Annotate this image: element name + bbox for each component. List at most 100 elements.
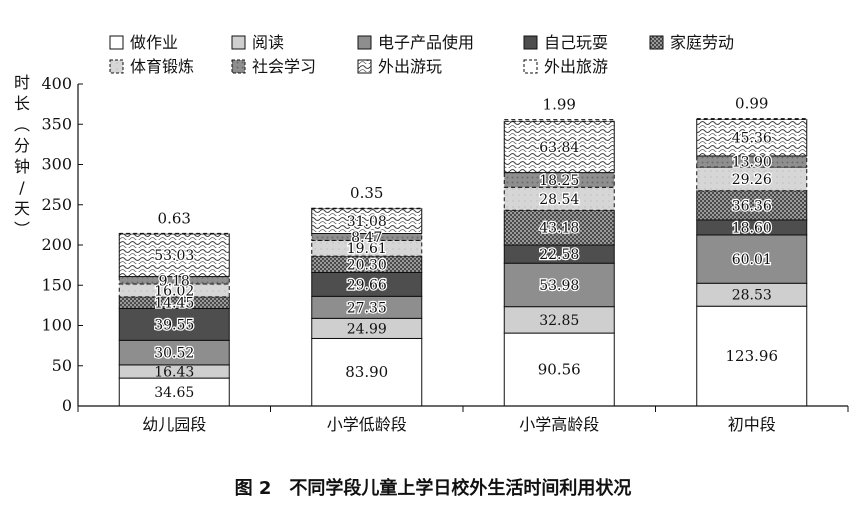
x-tick-label: 小学低龄段	[327, 415, 407, 434]
legend-swatch	[109, 35, 124, 50]
bar-value-label: 1.99	[543, 96, 576, 114]
bar-value-label: 83.90	[345, 363, 388, 381]
bar-segment	[503, 172, 615, 188]
x-axis: 幼儿园段 小学低龄段 小学高龄段 初中段	[77, 405, 849, 434]
bar-segment	[696, 118, 808, 120]
legend-swatch	[231, 35, 246, 50]
bar-value-label: 0.63	[158, 209, 191, 227]
legend-label: 家庭劳动	[670, 33, 734, 52]
y-tick-label: 350	[41, 114, 72, 133]
y-axis-label-char: 分	[14, 136, 30, 155]
figure-number: 图 2	[234, 478, 272, 499]
legend-label: 外出旅游	[544, 57, 608, 76]
bar-value-label: 13.90	[732, 155, 772, 171]
bar-segment	[118, 233, 230, 278]
bar-value-label: 63.84	[539, 140, 579, 156]
y-axis-label-char: ︵	[14, 115, 30, 134]
bar-segment	[118, 283, 230, 298]
bar-value-label: 20.30	[347, 257, 387, 273]
y-axis-label-char: /	[19, 178, 25, 197]
bar-segment	[696, 155, 808, 168]
y-axis-label-char: 时	[14, 73, 30, 92]
bar-segment	[311, 207, 423, 210]
bar-segment	[311, 233, 423, 241]
x-tick-label: 幼儿园段	[142, 415, 206, 434]
legend-label: 外出游玩	[378, 57, 442, 76]
x-tick-label: 初中段	[728, 415, 776, 434]
legend-swatch	[649, 35, 664, 50]
legend-swatch	[357, 59, 372, 74]
bar-segment	[311, 239, 423, 257]
bar-value-label: 28.54	[539, 192, 579, 208]
bar-value-label: 60.01	[732, 252, 772, 268]
y-tick-label: 100	[41, 316, 72, 335]
bar-value-label: 45.36	[732, 131, 772, 147]
bar-value-label: 39.55	[154, 317, 194, 333]
bar-value-label: 18.60	[732, 220, 772, 236]
y-tick-label: 50	[52, 356, 72, 375]
figure-caption: 图 2 不同学段儿童上学日校外生活时间利用状况	[0, 474, 866, 500]
bar-value-label: 29.26	[732, 172, 772, 188]
y-tick-label: 150	[41, 275, 72, 294]
bar-segment	[503, 186, 615, 211]
bar-value-label: 16.43	[154, 364, 194, 380]
y-axis-label: 时长 ︵ 分钟 / 天 ︶	[14, 73, 30, 239]
legend-swatch	[523, 35, 538, 50]
bar-value-label: 14.45	[154, 296, 194, 312]
y-tick-label: 400	[41, 74, 72, 93]
y-axis-label-char: 长	[14, 94, 30, 113]
legend-label: 自己玩耍	[544, 33, 608, 52]
bar-value-label: 8.47	[351, 230, 382, 246]
bar-value-label: 19.61	[347, 241, 387, 257]
bar-value-label: 31.08	[347, 214, 387, 230]
bar-segment	[503, 209, 615, 246]
bar-value-label: 0.35	[350, 184, 383, 202]
y-axis: 0 50 100 150 200 250 300 350 400 时长 ︵ 分钟 / 天 ︶	[14, 73, 83, 415]
y-tick-label: 300	[41, 155, 72, 174]
bar-value-label: 0.99	[735, 95, 768, 113]
legend-swatch	[231, 59, 246, 74]
legend-label: 做作业	[130, 33, 178, 52]
legend-label: 体育锻炼	[130, 57, 194, 76]
y-tick-label: 250	[41, 195, 72, 214]
bar-value-label: 53.03	[154, 248, 194, 264]
legend-swatch	[109, 59, 124, 74]
bar-value-label: 22.58	[539, 247, 579, 263]
figure-title: 不同学段儿童上学日校外生活时间利用状况	[289, 478, 632, 499]
bar-value-label: 18.25	[539, 173, 579, 189]
bar-segment	[118, 307, 230, 341]
y-tick-label: 0	[62, 396, 72, 415]
legend-label: 阅读	[252, 33, 284, 52]
bar-segment	[503, 262, 615, 308]
y-axis-label-char: 天	[14, 199, 30, 218]
bar-value-label: 28.53	[732, 288, 772, 304]
bar-segment	[118, 339, 230, 366]
bar-value-label: 9.18	[159, 273, 190, 289]
bar-segment	[118, 276, 230, 285]
bar-value-label: 123.96	[726, 347, 779, 365]
bar-segment	[503, 120, 615, 174]
bar-value-label: 29.66	[347, 277, 387, 293]
bar-value-label: 32.85	[539, 313, 579, 329]
bar-segment	[696, 166, 808, 192]
legend-swatch	[523, 59, 538, 74]
bar-value-label: 34.65	[154, 385, 194, 401]
legend-label: 电子产品使用	[378, 33, 474, 52]
bar-value-label: 27.35	[347, 300, 387, 316]
y-axis-label-char: ︶	[14, 220, 30, 239]
bar-value-label: 16.02	[154, 283, 194, 299]
bar-segment	[696, 305, 808, 407]
legend-label: 社会学习	[252, 57, 316, 76]
bar-segment	[696, 190, 808, 221]
bar-value-label: 43.18	[539, 221, 579, 237]
x-tick-label: 小学高龄段	[519, 415, 599, 434]
bar-segment	[118, 232, 230, 235]
bar-value-label: 30.52	[154, 346, 194, 362]
bar-value-label: 24.99	[347, 321, 387, 337]
y-tick-label: 200	[41, 235, 72, 254]
bar-segment	[503, 332, 615, 407]
y-axis-label-char: 钟	[14, 157, 30, 176]
